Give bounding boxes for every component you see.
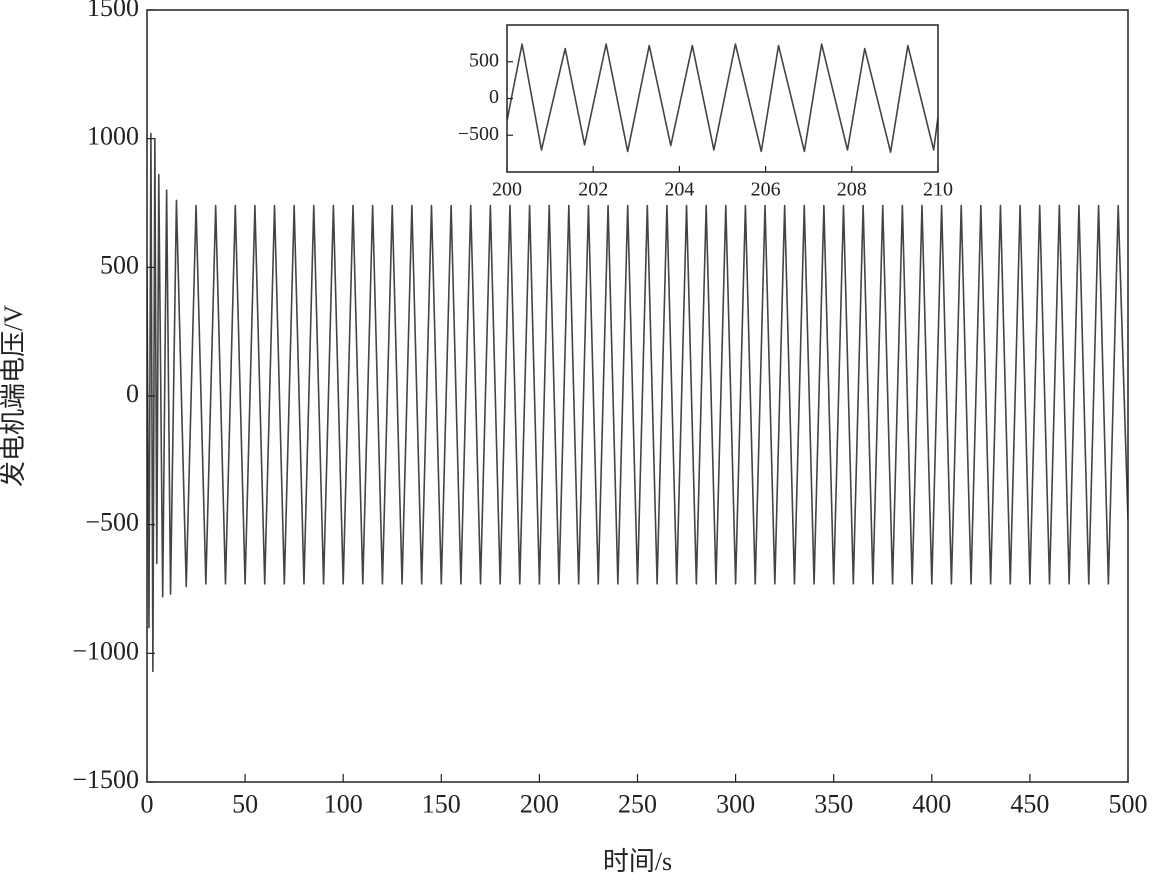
x-tick-label: 200 [492, 179, 522, 201]
x-tick-label: 450 [1010, 790, 1049, 819]
x-tick-label: 208 [837, 179, 867, 201]
y-tick-label: −500 [85, 508, 139, 537]
x-tick-label: 250 [618, 790, 657, 819]
x-axis-label: 时间/s [603, 847, 672, 876]
y-tick-label: 0 [126, 379, 139, 408]
inset-background [507, 25, 938, 172]
x-tick-label: 206 [751, 179, 781, 201]
x-tick-label: 300 [716, 790, 755, 819]
x-tick-label: 0 [141, 790, 154, 819]
x-tick-label: 500 [1109, 790, 1148, 819]
x-tick-label: 100 [324, 790, 363, 819]
x-tick-label: 350 [814, 790, 853, 819]
y-tick-label: 1500 [87, 0, 139, 22]
x-tick-label: 200 [520, 790, 559, 819]
y-tick-label: 500 [469, 49, 499, 71]
y-tick-label: −500 [458, 123, 499, 145]
x-tick-label: 202 [578, 179, 608, 201]
y-tick-label: −1500 [72, 765, 139, 794]
y-tick-label: 0 [489, 86, 499, 108]
data-line [147, 132, 1128, 673]
x-tick-label: 204 [664, 179, 694, 201]
x-tick-label: 50 [232, 790, 258, 819]
x-tick-label: 210 [923, 179, 953, 201]
x-tick-label: 150 [422, 790, 461, 819]
y-axis-label: 发电机端电压/V [0, 305, 28, 487]
y-tick-label: 500 [100, 250, 139, 279]
data-line [507, 43, 938, 153]
y-tick-label: −1000 [72, 636, 139, 665]
y-tick-label: 1000 [87, 122, 139, 151]
x-tick-label: 400 [912, 790, 951, 819]
